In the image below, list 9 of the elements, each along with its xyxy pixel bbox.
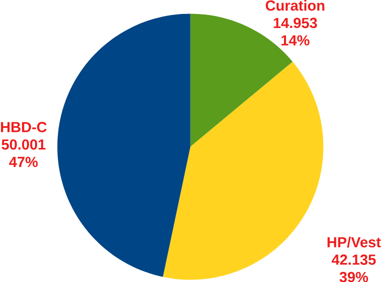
data-label: 14.953 [274,18,317,28]
slice-label: HP/Vest [328,236,381,248]
slice-label: HBD-C [0,122,47,132]
data-label: 42.135 [332,254,376,265]
text: 14% [281,35,310,46]
slice-label: Curation [266,0,324,11]
text: 47% [9,156,38,167]
data-label: 50.001 [2,139,46,150]
text: 39% [340,272,368,282]
